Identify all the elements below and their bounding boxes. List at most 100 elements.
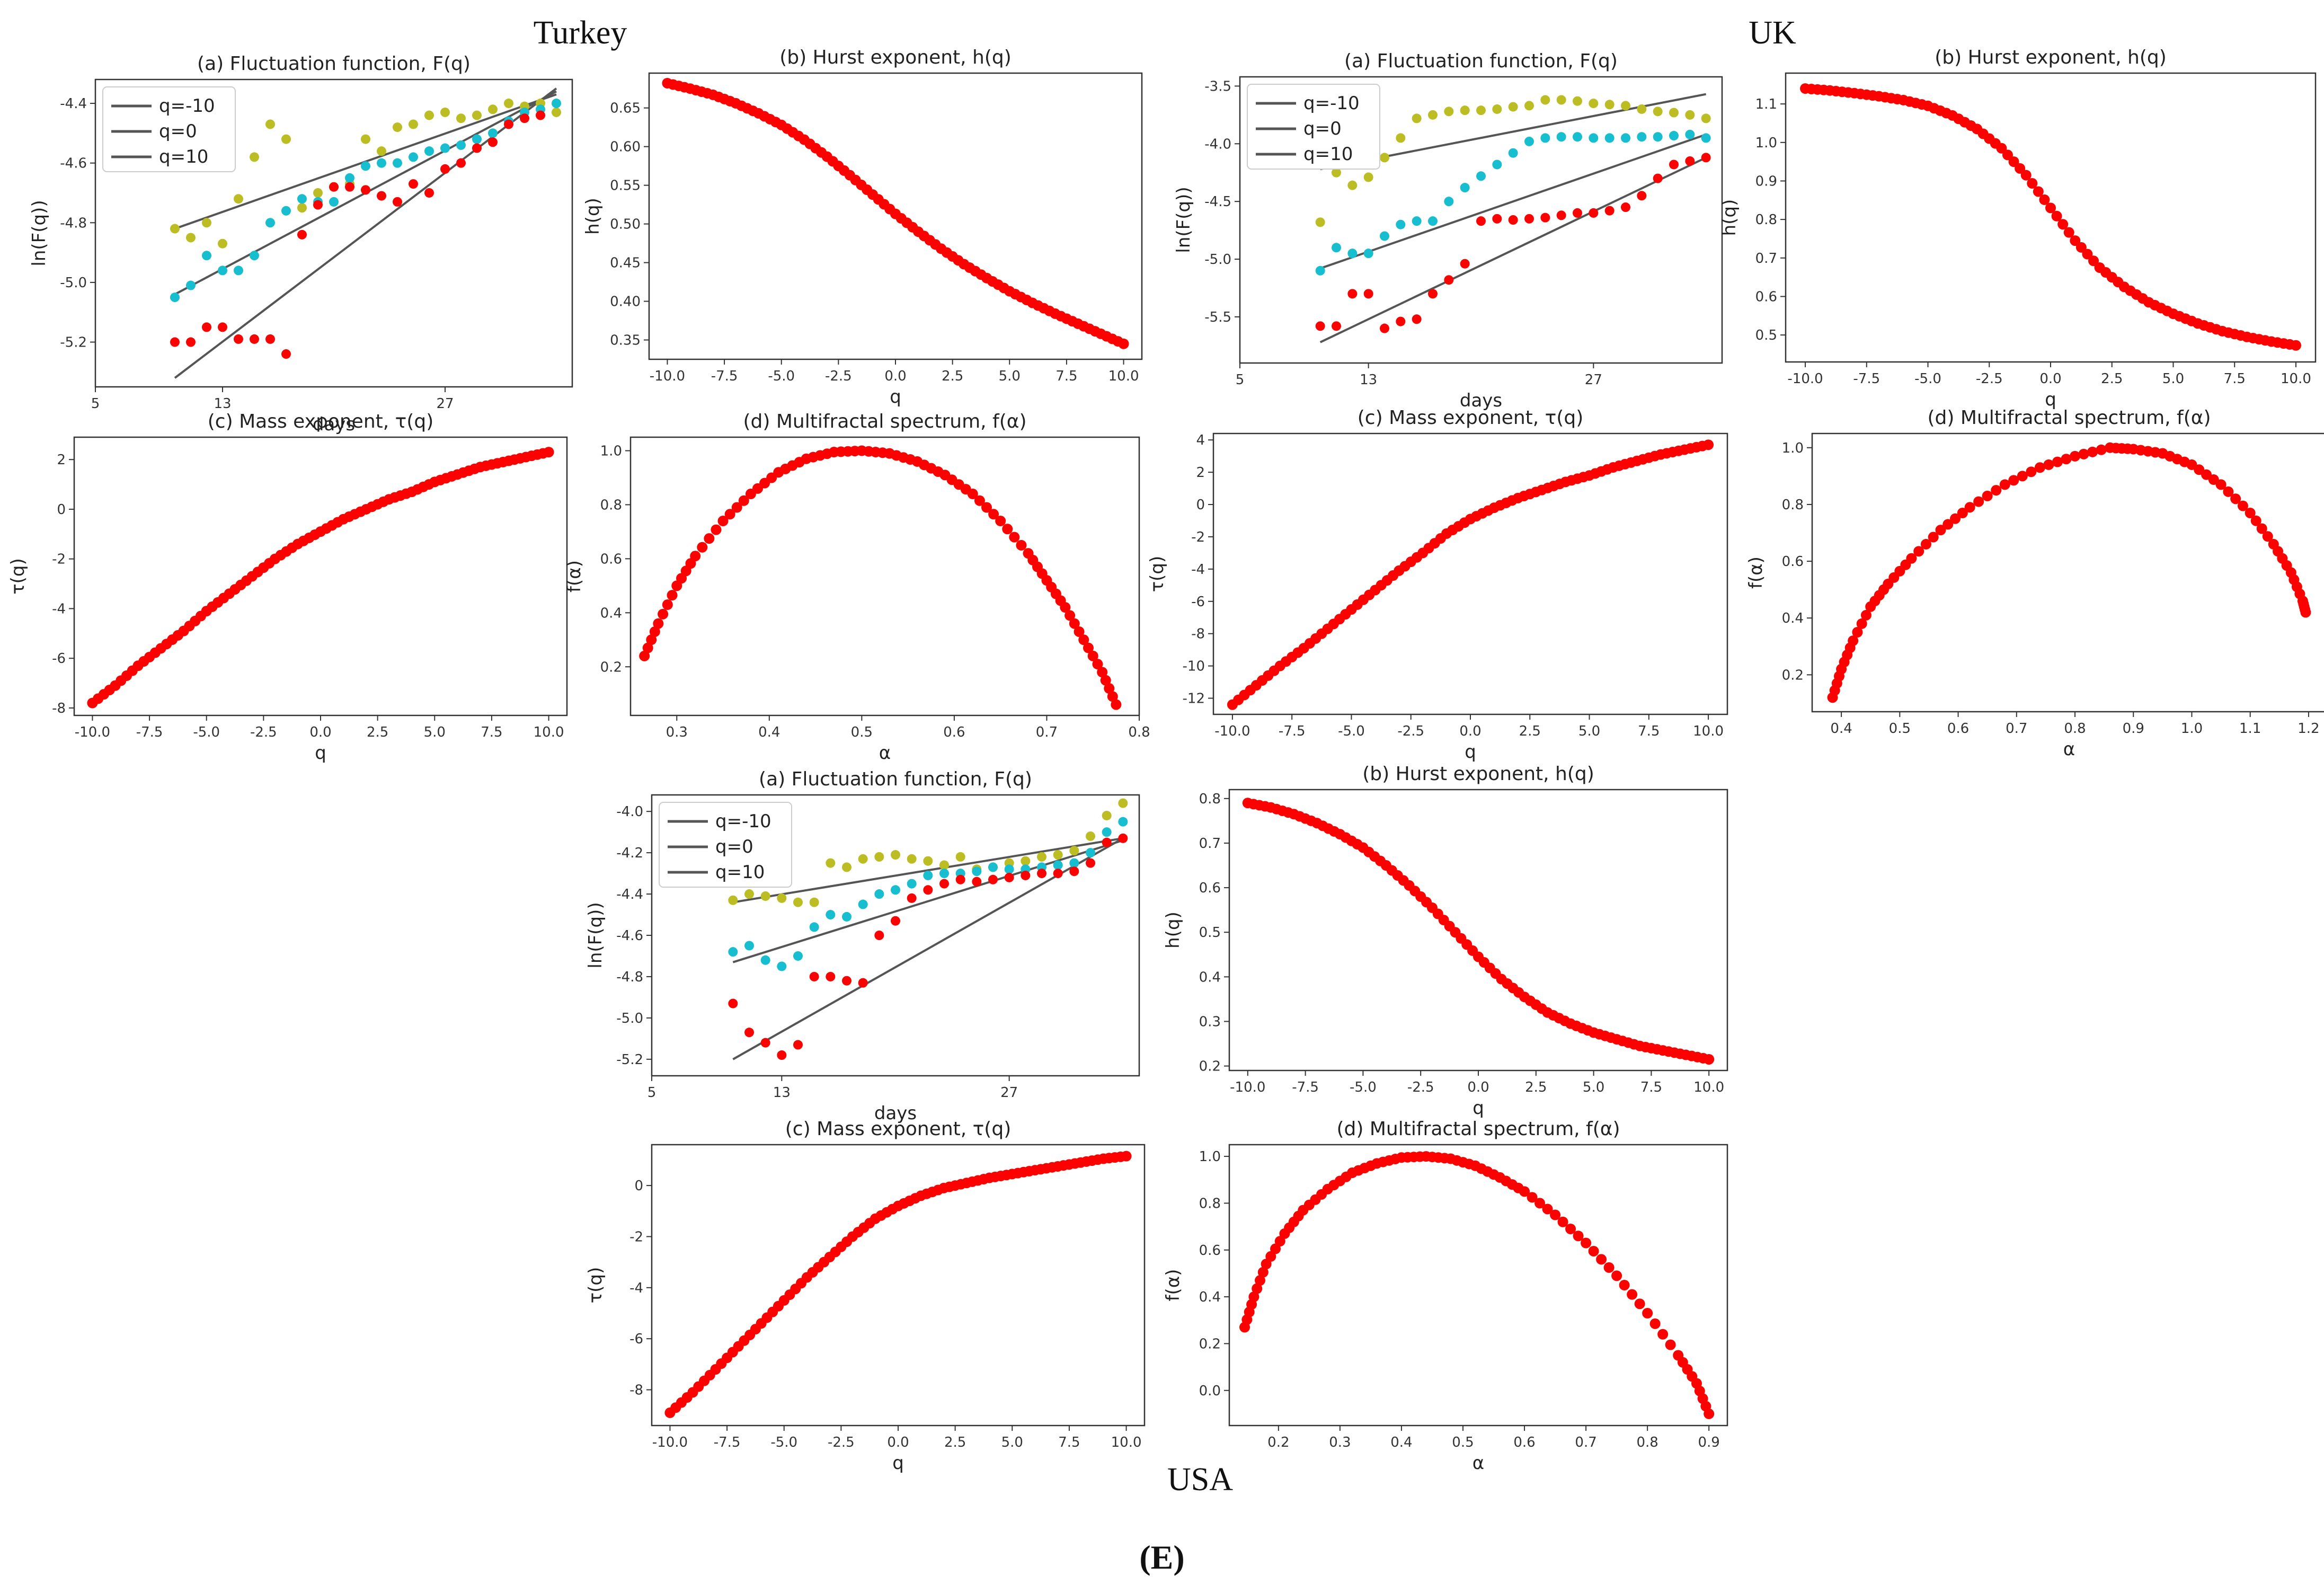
y-tick-label: -10 [1183,659,1205,675]
x-tick-label: -7.5 [136,724,163,740]
y-tick-label: 0.8 [1199,1196,1221,1211]
data-point [1611,1270,1622,1281]
data-point [793,897,803,907]
data-point [1913,546,1924,557]
data-point [939,879,949,889]
data-point [826,858,836,868]
y-tick-label: 0.4 [600,605,622,621]
chart-turkey_b: (b) Hurst exponent, h(q) -10.0 -7.5 -5.0 -2.… [582,47,1143,408]
legend-entry: q=0 [715,836,753,857]
data-point [2078,448,2089,459]
x-tick-label: -2.5 [825,368,852,384]
data-point [1621,101,1630,111]
data-point [874,852,884,862]
data-point [456,140,466,150]
data-point [907,893,917,903]
data-point [409,119,418,129]
x-tick-label: 27 [1585,372,1602,388]
data-point [218,266,227,276]
data-point [2082,249,2093,260]
data-point [1685,110,1695,120]
y-tick-label: 0.60 [610,139,641,155]
x-axis-label: q [890,386,901,408]
data-point [1107,691,1118,702]
x-tick-label: 7.5 [1055,368,1077,384]
x-tick-label: -7.5 [1292,1079,1319,1095]
chart-title: (b) Hurst exponent, h(q) [1362,763,1594,785]
x-tick-label: 13 [214,396,231,412]
data-point [1685,129,1695,139]
data-point [440,164,450,174]
data-point [393,122,402,132]
x-tick-label: 5.0 [1583,1079,1604,1095]
y-tick-label: 1.0 [1755,135,1777,151]
y-axis-label: h(q) [582,198,604,235]
data-point [1118,817,1128,827]
data-point [520,113,529,123]
chart-title: (d) Multifractal spectrum, f(α) [743,411,1026,432]
data-point [1396,316,1406,326]
x-axis-label: α [879,742,891,764]
data-point [1037,852,1046,862]
x-tick-label: 0.2 [1267,1435,1289,1450]
data-point [1701,153,1711,163]
data-point [297,203,307,213]
x-tick-label: 1.0 [2181,721,2203,737]
data-point [1565,1224,1576,1234]
x-tick-label: 7.5 [1058,1435,1080,1450]
y-tick-label: -8 [1191,626,1205,642]
data-point [988,509,999,520]
data-point [1701,113,1711,123]
data-point [1588,1245,1599,1256]
y-tick-label: -5.2 [616,1052,643,1068]
data-point [1118,798,1128,808]
data-point [1053,869,1063,879]
data-point [2017,471,2028,482]
data-point [1920,538,1931,550]
x-tick-label: -2.5 [1407,1079,1434,1095]
chart-uk_d: (d) Multifractal spectrum, f(α) 0.4 0.5 0.6… [1745,407,2324,760]
data-point [1111,699,1122,710]
data-point [1315,266,1325,276]
legend-entry: q=10 [1303,144,1353,165]
data-point [281,206,291,216]
data-point [939,860,949,870]
x-tick-label: 7.5 [2224,371,2246,387]
chart-title: (c) Mass exponent, τ(q) [1358,407,1584,429]
data-point [1261,1259,1272,1270]
data-point [923,856,933,866]
data-point [760,891,770,901]
data-point [1540,95,1550,105]
data-point [250,334,259,344]
data-point [1604,100,1615,110]
data-point [826,971,836,981]
data-point [1315,321,1325,331]
data-point [361,161,370,171]
data-point [218,322,227,332]
data-point [1573,96,1582,106]
data-point [2087,446,2098,457]
x-tick-label: 7.5 [1638,723,1660,739]
y-axis-label: h(q) [1163,911,1184,949]
x-tick-label: 0.3 [1329,1435,1351,1450]
data-point [424,110,434,120]
data-point [717,516,729,527]
data-point [1315,217,1325,227]
x-tick-label: -5.0 [770,1435,797,1450]
data-point [2088,255,2099,267]
data-point [361,134,370,144]
x-tick-label: -5.0 [1338,723,1365,739]
chart-turkey_a: (a) Fluctuation function, F(q) 5 13 27 -5.2 -… [29,53,573,435]
data-point [2002,149,2013,161]
data-point [1021,870,1031,880]
y-tick-label: 0.7 [1755,251,1777,267]
data-point [1252,1283,1263,1294]
legend-entry: q=-10 [1303,93,1360,114]
chart-uk_a: (a) Fluctuation function, F(q) 5 13 27 -5.5 -… [1173,50,1723,411]
data-point [858,854,868,864]
data-point [744,889,754,899]
data-point [488,128,498,138]
plot-frame [1811,432,2324,713]
data-point [1573,132,1582,142]
x-tick-label: -5.0 [768,368,795,384]
